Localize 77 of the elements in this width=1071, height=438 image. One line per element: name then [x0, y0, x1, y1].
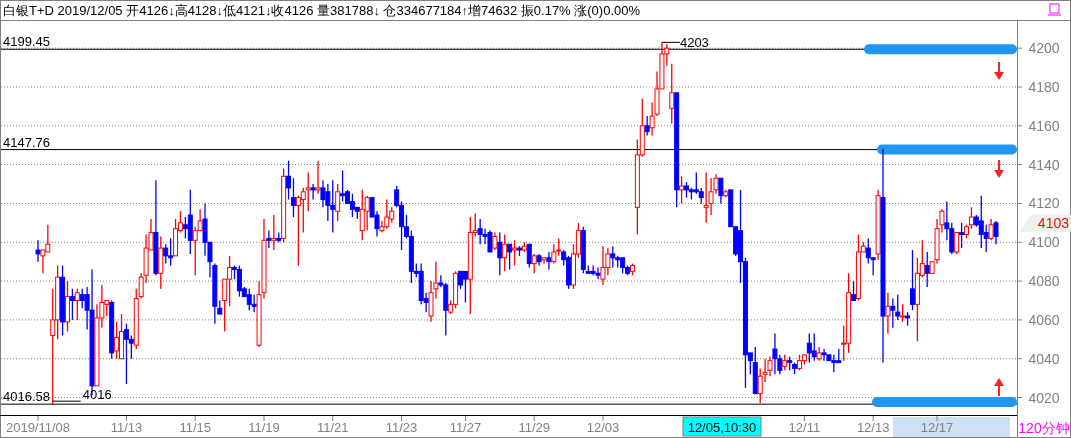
candlestick [290, 177, 296, 218]
y-tick-label: 4200 [1028, 40, 1060, 57]
y-tick-label: 4100 [1028, 234, 1060, 251]
candlestick [462, 270, 468, 304]
annotation: 4016 [82, 387, 112, 403]
candlestick [968, 206, 974, 230]
candlestick [954, 231, 960, 255]
candlestick [978, 195, 984, 249]
candlestick [885, 292, 891, 335]
candlestick [35, 239, 41, 263]
candlestick [163, 243, 169, 265]
x-tick-label: 11/13 [110, 420, 143, 435]
candlestick [679, 175, 685, 205]
candlestick [669, 63, 675, 125]
ref-line-label: 4147.76 [3, 134, 50, 150]
x-tick-label: 11/23 [385, 420, 418, 435]
candlestick [551, 243, 557, 265]
candlestick [114, 321, 120, 360]
y-tick-label: 4080 [1028, 273, 1060, 290]
annotation: 4203 [679, 35, 709, 51]
x-tick-label: 11/29 [518, 420, 550, 435]
y-tick-label: 4160 [1028, 117, 1060, 134]
candlestick [266, 229, 272, 249]
y-tick-label: 4180 [1028, 78, 1060, 95]
chart-title: 白银T+D 2019/12/05 开4126↓高4128↓低4121↓收4126 量381788↓ 仓334677184↑增74632 振0.17% 涨(0)0.00% [3, 3, 641, 18]
candlestick [851, 280, 857, 302]
ref-line-label: 4016.58 [3, 389, 50, 405]
candlestick [271, 214, 277, 251]
candlestick [718, 177, 724, 205]
candlestick [993, 220, 999, 245]
candlestick [507, 243, 513, 271]
y-tick-label: 4020 [1028, 389, 1060, 406]
candlestick [246, 288, 252, 311]
y-tick-label: 4060 [1028, 311, 1060, 328]
y-tick-label: 4120 [1028, 195, 1060, 212]
x-tick-label: 11/19 [248, 420, 280, 435]
x-tick-label: 11/15 [179, 420, 211, 435]
candlestick [340, 169, 346, 203]
candlestick [610, 245, 616, 269]
x-tick-label: 11/27 [449, 420, 482, 435]
candlestick [300, 187, 306, 234]
candlestick [359, 189, 365, 241]
candlestick [315, 160, 321, 195]
candlestick [512, 239, 518, 267]
candlestick [526, 243, 532, 269]
candlestick [74, 288, 80, 321]
candlestick [541, 257, 547, 265]
candlestick [546, 251, 552, 271]
ref-line-label: 4199.45 [3, 34, 50, 50]
candlestick [909, 249, 915, 311]
candlestick [811, 332, 817, 362]
x-tick-label: 2019/11/08 [5, 420, 71, 435]
candlestick [69, 288, 75, 321]
x-tick-label: 12/11 [788, 420, 821, 435]
candlestick [772, 332, 778, 375]
candlestick [590, 264, 596, 276]
candlestick [477, 218, 483, 245]
candlestick [335, 183, 341, 222]
x-tick-label: 12/13 [856, 420, 890, 435]
y-tick-label: 4140 [1028, 156, 1060, 173]
candlestick [310, 183, 316, 201]
candlestick [895, 294, 901, 321]
candlestick [988, 218, 994, 241]
candlestick [890, 297, 896, 329]
y-tick-label: 4040 [1028, 350, 1060, 367]
candlestick [959, 222, 965, 249]
text: 12/05,10:30 [687, 420, 757, 435]
x-tick-label: 11/21 [316, 420, 349, 435]
candlestick [502, 233, 508, 273]
candlestick [286, 160, 292, 201]
text: 4103 [1037, 215, 1070, 232]
text: 120分钟 [1018, 420, 1070, 436]
candlestick [497, 231, 503, 276]
candlestick [644, 115, 650, 137]
x-tick-label: 12/17 [920, 420, 954, 435]
candlestick [305, 171, 311, 212]
x-tick-label: 12/03 [586, 420, 620, 435]
